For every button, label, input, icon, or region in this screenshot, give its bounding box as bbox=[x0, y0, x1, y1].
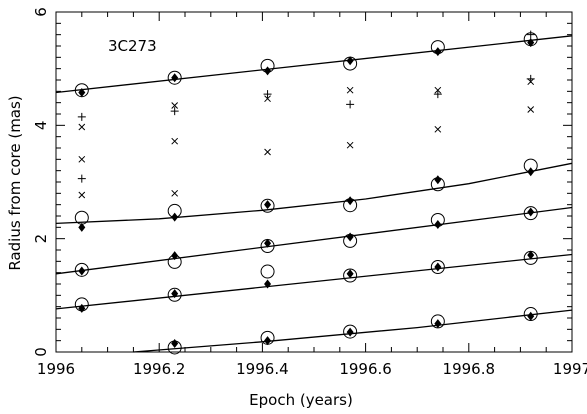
cross-marker bbox=[171, 102, 179, 109]
diamond-marker bbox=[434, 319, 442, 329]
y-tick-label: 6 bbox=[32, 7, 50, 17]
diamond-marker bbox=[171, 73, 179, 83]
x-tick-label: 1996.4 bbox=[236, 360, 289, 378]
circle-marker bbox=[523, 206, 538, 221]
diamond-marker bbox=[527, 167, 535, 177]
diamond-marker bbox=[264, 279, 272, 289]
y-tick-label: 4 bbox=[32, 121, 50, 131]
diamond-marker bbox=[171, 289, 179, 299]
diamond-marker bbox=[264, 66, 272, 76]
fit-lines bbox=[55, 35, 573, 353]
diamond-marker bbox=[346, 269, 354, 279]
cross-marker bbox=[78, 155, 86, 163]
plus-marker bbox=[77, 112, 86, 121]
plus-marker bbox=[526, 30, 535, 39]
diamond-marker bbox=[346, 327, 354, 337]
cross-marker bbox=[434, 125, 442, 133]
axis-labels: Epoch (years) Radius from core (mas) 3C2… bbox=[6, 37, 353, 409]
x-tick-label: 1996 bbox=[37, 360, 75, 378]
x-tick-label: 1997 bbox=[553, 360, 587, 378]
diamond-marker bbox=[171, 212, 179, 222]
diamond-marker bbox=[346, 232, 354, 242]
x-axis-label: Epoch (years) bbox=[249, 391, 353, 409]
plus-marker bbox=[263, 90, 272, 99]
cross-marker bbox=[78, 123, 86, 131]
circle-marker bbox=[167, 287, 182, 302]
data-markers bbox=[74, 30, 538, 355]
diamond-marker bbox=[78, 303, 86, 313]
fit-line bbox=[55, 206, 573, 275]
diamond-marker bbox=[264, 200, 272, 210]
circle-marker bbox=[430, 260, 445, 274]
diamond-marker bbox=[434, 47, 442, 57]
diamond-marker bbox=[346, 196, 354, 206]
diamond-marker bbox=[264, 336, 272, 346]
diamond-marker bbox=[346, 56, 354, 66]
diamond-marker bbox=[527, 38, 535, 48]
circle-marker bbox=[343, 324, 358, 339]
x-tick-label: 1996.6 bbox=[339, 360, 392, 378]
circle-marker bbox=[343, 268, 358, 283]
axis-ticks: 1996 1996.2 1996.4 1996.6 1996.8 1997 0 2 4 6 bbox=[32, 7, 587, 378]
circle-marker bbox=[260, 264, 275, 279]
diamond-marker bbox=[527, 311, 535, 321]
cross-marker bbox=[264, 95, 271, 103]
plus-marker bbox=[526, 74, 535, 83]
circle-marker bbox=[260, 198, 275, 213]
diamond-marker bbox=[78, 87, 86, 97]
cross-marker bbox=[346, 86, 354, 94]
cross-marker bbox=[527, 106, 535, 113]
diamond-marker bbox=[171, 251, 179, 261]
y-tick-label: 0 bbox=[32, 347, 50, 357]
x-tick-label: 1996.8 bbox=[443, 360, 496, 378]
diamond-marker bbox=[434, 175, 442, 185]
fit-line bbox=[55, 35, 573, 94]
cross-marker bbox=[78, 191, 86, 199]
plus-marker bbox=[346, 100, 355, 109]
diamond-marker bbox=[434, 262, 442, 272]
cross-marker bbox=[171, 137, 179, 145]
diamond-marker bbox=[527, 207, 535, 217]
diamond-marker bbox=[264, 238, 272, 248]
fit-line bbox=[55, 253, 573, 310]
x-tick-label: 1996.2 bbox=[133, 360, 186, 378]
source-annotation: 3C273 bbox=[108, 37, 157, 55]
diamond-marker bbox=[78, 222, 86, 232]
diamond-marker bbox=[434, 220, 442, 229]
plus-marker bbox=[77, 174, 86, 183]
diamond-marker bbox=[527, 250, 535, 260]
fit-line bbox=[133, 309, 573, 353]
y-tick-label: 2 bbox=[32, 234, 50, 244]
circle-marker bbox=[167, 70, 182, 85]
fit-line bbox=[55, 162, 573, 225]
diamond-marker bbox=[78, 266, 86, 276]
circle-marker bbox=[74, 262, 89, 277]
diamond-marker bbox=[171, 339, 179, 348]
plus-marker bbox=[433, 90, 442, 99]
y-axis-label: Radius from core (mas) bbox=[6, 95, 24, 270]
plus-marker bbox=[170, 107, 179, 116]
cross-marker bbox=[264, 148, 271, 156]
cross-marker bbox=[171, 189, 179, 197]
cross-marker bbox=[346, 141, 354, 149]
